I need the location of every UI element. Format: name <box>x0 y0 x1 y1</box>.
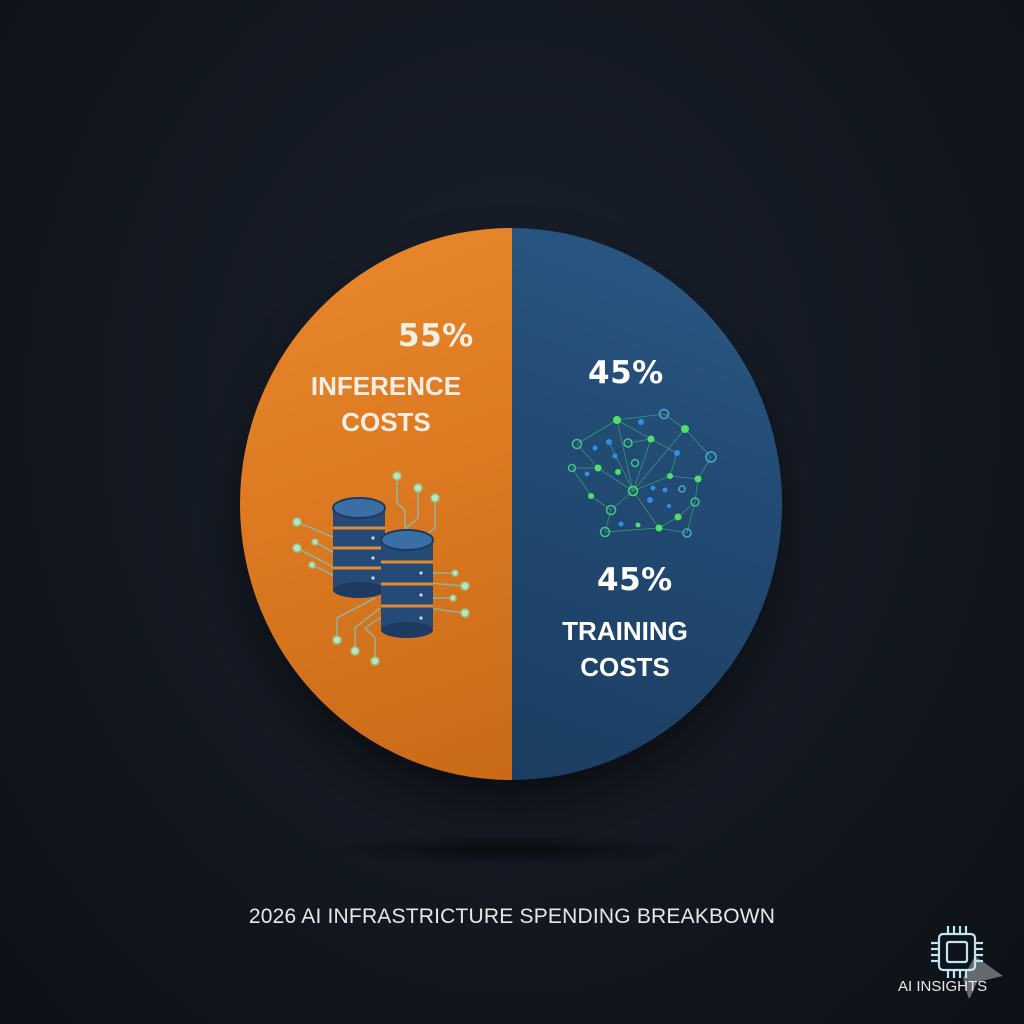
training-percent-top: 45% <box>588 355 664 391</box>
training-label: TRAINING COSTS <box>555 613 695 685</box>
chip-icon <box>931 926 1003 998</box>
slice-training-costs[interactable] <box>512 228 782 780</box>
training-percent: 45% <box>597 562 673 598</box>
brand-name: AI INSIGHTS <box>898 978 988 995</box>
inference-label: INFERENCE COSTS <box>306 368 466 440</box>
database-servers-icon <box>292 471 470 666</box>
neural-network-icon <box>567 408 717 538</box>
inference-label-line1: INFERENCE <box>310 371 462 401</box>
pie <box>240 228 782 780</box>
inference-label-line2: COSTS <box>341 407 431 437</box>
chart-caption: 2026 AI INFRASTRICTURE SPENDING BREAKBOW… <box>248 905 776 928</box>
inference-percent: 55% <box>398 318 474 354</box>
pie-shadow <box>330 835 690 865</box>
training-label-line1: TRAINING <box>562 616 688 646</box>
training-label-line2: COSTS <box>580 652 670 682</box>
